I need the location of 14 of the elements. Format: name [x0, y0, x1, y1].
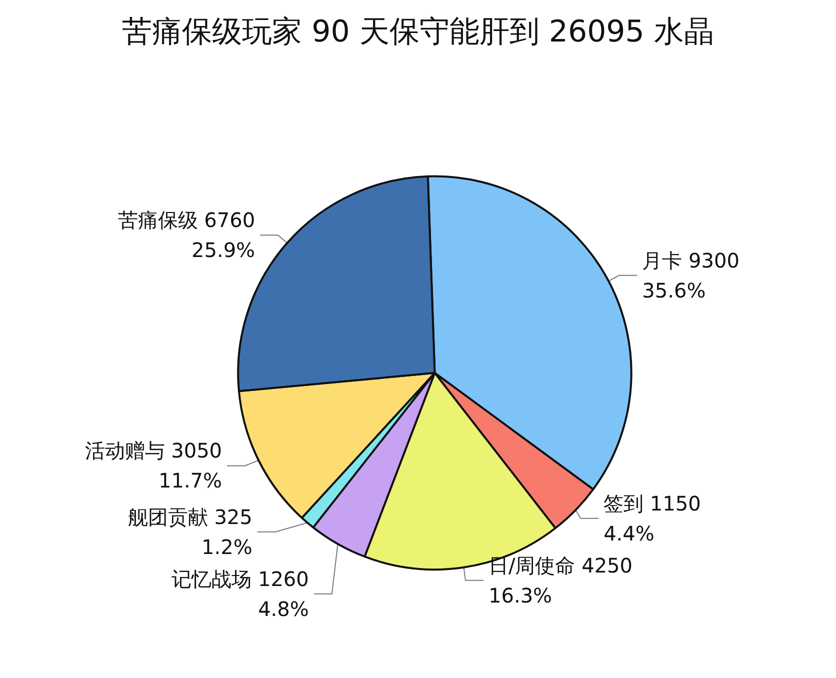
slice-label: 月卡 9300: [642, 248, 740, 272]
data-label: 1.2%: [202, 534, 252, 559]
slice-label: 活动赠与 3050: [84, 438, 222, 463]
data-label: 11.7%: [158, 468, 222, 493]
data-label: 25.9%: [192, 238, 256, 262]
slice-label: 苦痛保级 6760: [118, 208, 256, 232]
slice-label: 记忆战场 1260: [172, 566, 309, 591]
data-label: 4.8%: [258, 596, 309, 621]
data-label: 35.6%: [642, 278, 706, 302]
slice-label: 签到 1150: [604, 491, 701, 516]
data-label: 16.3%: [488, 583, 552, 608]
slice-label: 舰团贡献 325: [128, 504, 252, 529]
chart-title: 苦痛保级玩家 90 天保守能肝到 26095 水晶: [122, 14, 714, 50]
data-label: 4.4%: [604, 521, 654, 546]
